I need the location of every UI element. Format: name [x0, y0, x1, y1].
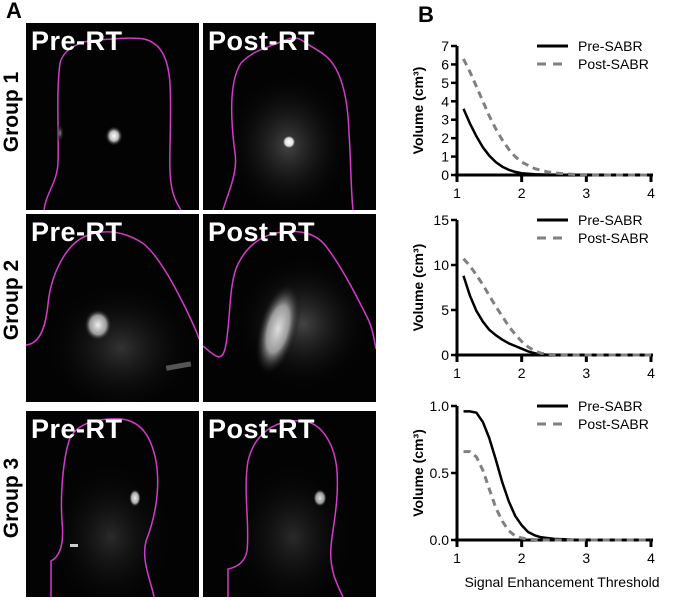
contour — [227, 420, 344, 597]
y-tick-label: 4 — [441, 93, 449, 109]
y-axis-label: Volume (cm³) — [410, 67, 426, 155]
y-axis-label: Volume (cm³) — [410, 429, 426, 517]
panel-a-letter: A — [6, 0, 22, 23]
contour — [203, 230, 376, 358]
mri-image — [203, 230, 376, 394]
mri-group3-pre: Pre-RT — [26, 411, 199, 597]
x-tick-label: 4 — [647, 185, 655, 201]
y-tick-label: 1.0 — [430, 398, 450, 414]
mri-group1-post: Post-RT — [203, 23, 376, 210]
y-tick-label: 5 — [441, 302, 449, 318]
y-axis-label: Volume (cm³) — [410, 244, 426, 332]
legend-label: Pre-SABR — [578, 212, 643, 228]
y-tick-label: 0.0 — [430, 532, 450, 548]
mri-group1-pre: Pre-RT — [26, 23, 199, 210]
chart-3: 0.0 0.5 1.0 1 2 3 4 Volume (cm³) Signal Enhancem… — [410, 398, 660, 590]
legend-label: Pre-SABR — [578, 398, 643, 414]
y-tick-label: 1 — [441, 149, 449, 165]
mri-label: Post-RT — [208, 26, 315, 56]
x-tick-label: 1 — [453, 365, 461, 381]
x-axis-label: Signal Enhancement Threshold — [464, 574, 659, 590]
contour — [50, 418, 159, 597]
y-tick-label: 10 — [433, 257, 449, 273]
x-tick-label: 2 — [518, 365, 526, 381]
mri-image — [222, 37, 354, 210]
legend-label: Post-SABR — [578, 230, 649, 246]
mri-group2-post: Post-RT — [203, 214, 376, 402]
x-tick-label: 1 — [453, 185, 461, 201]
mri-label: Pre-RT — [31, 414, 123, 444]
legend-label: Pre-SABR — [578, 38, 643, 54]
y-tick-label: 3 — [441, 112, 449, 128]
mri-label: Pre-RT — [31, 217, 123, 247]
mri-group2-pre: Pre-RT — [26, 214, 199, 402]
mri-image — [43, 37, 182, 210]
x-tick-label: 2 — [518, 550, 526, 566]
y-tick-label: 0 — [441, 167, 449, 183]
series-post-sabr — [462, 58, 651, 177]
legend-label: Post-SABR — [578, 416, 649, 432]
mri-image — [26, 231, 199, 402]
legend-label: Post-SABR — [578, 56, 649, 72]
mri-group3-post: Post-RT — [203, 411, 376, 597]
x-tick-label: 2 — [518, 185, 526, 201]
contour — [222, 37, 354, 210]
y-tick-label: 6 — [441, 56, 449, 72]
series-pre-sabr — [462, 275, 651, 357]
series-post-sabr — [463, 450, 651, 542]
x-tick-label: 4 — [647, 550, 655, 566]
mri-label: Post-RT — [208, 414, 315, 444]
y-tick-label: 15 — [433, 212, 449, 228]
x-tick-label: 4 — [647, 365, 655, 381]
x-tick-label: 3 — [582, 365, 590, 381]
y-tick-label: 5 — [441, 75, 449, 91]
x-tick-label: 1 — [453, 550, 461, 566]
y-tick-label: 2 — [441, 130, 449, 146]
y-tick-label: 0 — [441, 347, 449, 363]
mri-label: Pre-RT — [31, 26, 123, 56]
mri-label: Post-RT — [208, 217, 315, 247]
mri-image — [46, 418, 176, 597]
y-tick-label: 0.5 — [430, 465, 450, 481]
x-tick-label: 3 — [582, 185, 590, 201]
contour — [43, 37, 182, 210]
series-post-sabr — [462, 257, 651, 357]
series-pre-sabr — [462, 108, 651, 177]
y-tick-label: 7 — [441, 38, 449, 54]
contour — [26, 231, 199, 346]
mri-image — [227, 420, 358, 597]
panel-b-letter: B — [418, 2, 434, 27]
chart-2: 0 5 10 15 1 2 3 4 Volume (cm³) Pre-SABR Post-SABR — [410, 212, 655, 381]
x-tick-label: 3 — [582, 550, 590, 566]
